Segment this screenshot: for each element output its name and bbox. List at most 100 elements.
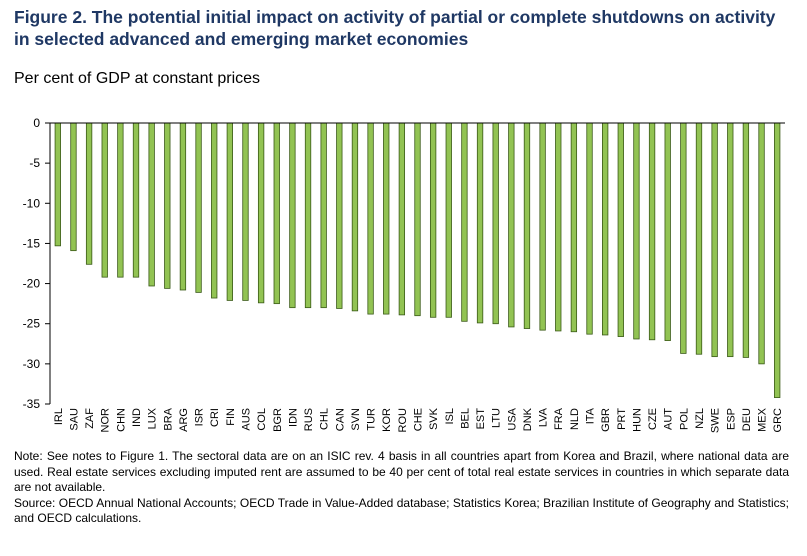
chart-notes: Note: See notes to Figure 1. The sectora… [14, 449, 789, 527]
x-tick-label-aus: AUS [240, 408, 252, 431]
bar-svn [351, 122, 359, 312]
bar-che [414, 122, 421, 317]
bar-aus [242, 122, 249, 301]
bar-nld [570, 122, 578, 333]
bar-swe [711, 122, 718, 358]
x-tick-label-cze: CZE [647, 408, 659, 430]
bar-chart: 0 -5 -10 -15 -20 -25 -30 -35 IRL SAU ZAF NOR CHN IND L… [23, 116, 785, 433]
x-tick-label-rou: ROU [397, 408, 409, 433]
x-tick-label-isr: ISR [194, 408, 206, 426]
x-tick-label-zaf: ZAF [84, 408, 96, 429]
y-tick-label: -25 [23, 317, 41, 331]
bar-tur [367, 122, 374, 315]
bar-col [257, 122, 265, 304]
bar-usa [508, 122, 515, 328]
x-tick-label-dnk: DNK [522, 407, 534, 431]
y-tick-label: -30 [23, 357, 41, 371]
bar-lux [148, 122, 155, 287]
x-tick-label-mex: MEX [757, 407, 769, 432]
bar-idn [289, 122, 296, 309]
bar-rou [398, 122, 406, 316]
x-tick-label-rus: RUS [303, 408, 315, 431]
x-tick-label-swe: SWE [710, 408, 722, 433]
bar-cri [211, 122, 218, 299]
bar-rus [304, 122, 312, 309]
bar-ltu [492, 122, 499, 325]
bar-irl [54, 122, 61, 247]
x-tick-label-svk: SVK [428, 407, 440, 430]
x-tick-label-gbr: GBR [600, 408, 612, 432]
x-tick-label-pol: POL [678, 408, 690, 430]
bar-arg [179, 122, 187, 291]
bar-sau [70, 122, 77, 252]
x-tick-label-deu: DEU [741, 408, 753, 431]
bar-chn [117, 122, 124, 278]
bar-deu [742, 122, 750, 358]
figure-title: Figure 2. The potential initial impact o… [14, 7, 776, 49]
bar-lva [539, 122, 546, 331]
x-tick-label-fra: FRA [553, 407, 565, 430]
x-tick-label-chl: CHL [319, 408, 331, 430]
bar-aut [664, 122, 671, 341]
bar-fin [226, 122, 233, 301]
bar-pol [680, 122, 687, 354]
bar-prt [617, 122, 624, 337]
y-tick-label: -20 [23, 277, 41, 291]
y-tick-label: 0 [33, 116, 40, 130]
x-tick-label-col: COL [256, 408, 268, 431]
x-tick-label-ind: IND [131, 408, 143, 427]
x-tick-label-esp: ESP [725, 408, 737, 430]
bar-esp [727, 122, 734, 358]
x-tick-label-tur: TUR [366, 408, 378, 431]
note-text: Note: See notes to Figure 1. The sectora… [14, 449, 789, 495]
x-tick-label-fin: FIN [225, 408, 237, 426]
bar-bgr [273, 122, 280, 305]
bar-kor [383, 122, 390, 315]
x-tick-label-chn: CHN [115, 408, 127, 432]
bar-zaf [85, 122, 93, 265]
x-tick-label-irl: IRL [53, 408, 65, 425]
y-tick-label: -35 [23, 397, 41, 411]
x-tick-label-nor: NOR [100, 408, 112, 433]
bar-ind [132, 122, 140, 278]
x-tick-label-hun: HUN [631, 408, 643, 432]
bar-est [476, 122, 484, 324]
bar-isl [445, 122, 452, 318]
x-tick-label-lux: LUX [147, 407, 159, 429]
bar-isr [195, 122, 202, 293]
bar-cze [648, 122, 656, 341]
bar-ita [586, 122, 593, 335]
x-tick-label-nzl: NZL [694, 408, 706, 429]
x-tick-label-isl: ISL [444, 408, 456, 425]
bar-can [336, 122, 343, 309]
x-tick-label-ltu: LTU [491, 408, 503, 428]
x-tick-label-grc: GRC [772, 408, 784, 433]
x-tick-label-bgr: BGR [272, 408, 284, 432]
x-tick-label-bra: BRA [162, 407, 174, 430]
bar-nor [101, 122, 108, 278]
x-tick-label-nld: NLD [569, 408, 581, 430]
x-tick-label-idn: IDN [287, 408, 299, 427]
x-tick-label-che: CHE [413, 408, 425, 431]
x-tick-label-est: EST [475, 408, 487, 430]
bar-grc [774, 122, 781, 398]
y-tick-label: -5 [29, 156, 40, 170]
bar-svk [429, 122, 437, 318]
bar-hun [633, 122, 640, 340]
x-tick-label-kor: KOR [381, 408, 393, 432]
x-tick-label-lva: LVA [538, 407, 550, 427]
x-tick-label-can: CAN [334, 408, 346, 431]
bar-mex [758, 122, 765, 365]
source-text: Source: OECD Annual National Accounts; O… [14, 495, 789, 526]
y-axis-unit-label: Per cent of GDP at constant prices [14, 70, 261, 87]
bar-chl [320, 122, 327, 309]
x-tick-label-svn: SVN [350, 408, 362, 431]
x-tick-label-arg: ARG [178, 408, 190, 432]
y-tick-label: -15 [23, 236, 41, 250]
x-tick-label-prt: PRT [616, 408, 628, 430]
x-tick-label-cri: CRI [209, 408, 221, 427]
y-tick-label: -10 [23, 196, 41, 210]
x-tick-label-sau: SAU [68, 408, 80, 431]
bar-bra [164, 122, 171, 289]
bar-nzl [695, 122, 703, 355]
